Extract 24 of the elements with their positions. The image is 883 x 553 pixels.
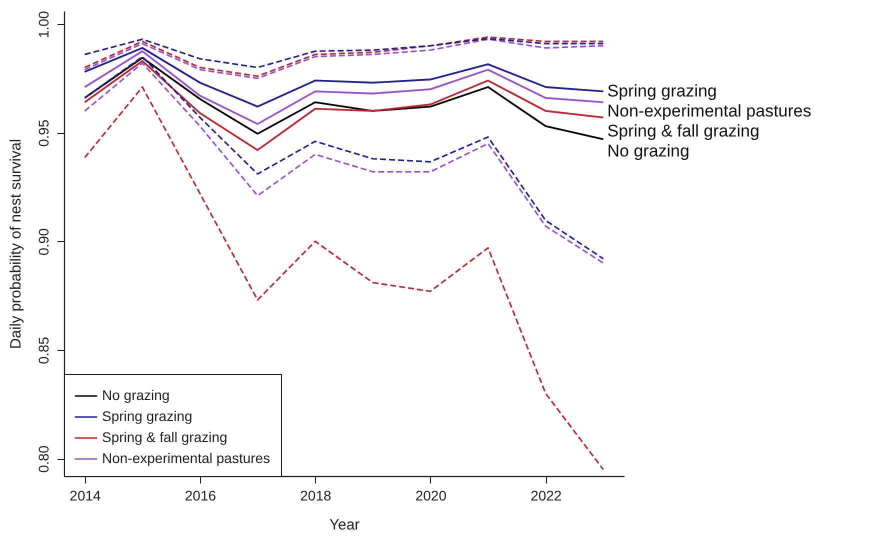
legend-label: No grazing — [102, 387, 170, 403]
y-tick-label: 1.00 — [36, 10, 52, 38]
x-tick-label: 2014 — [70, 488, 102, 504]
line-series — [84, 86, 604, 470]
y-tick-label: 0.85 — [36, 336, 52, 364]
text: Non-experimental pastures — [607, 101, 812, 120]
legend-label: Spring grazing — [102, 408, 192, 424]
x-tick-label: 2016 — [184, 488, 216, 504]
x-tick-label: 2018 — [300, 488, 332, 504]
x-tick-label: 2022 — [530, 488, 562, 504]
legend-label: Spring & fall grazing — [102, 429, 228, 445]
line-series — [84, 47, 604, 108]
text: No grazing — [607, 141, 690, 160]
text: Spring & fall grazing — [607, 121, 760, 140]
line-series — [84, 50, 604, 125]
legend-label: Non-experimental pastures — [102, 450, 270, 466]
line-series — [84, 38, 604, 68]
x-tick-label: 2020 — [415, 488, 447, 504]
text: Spring grazing — [607, 81, 717, 100]
y-axis-title: Daily probability of nest survival — [8, 138, 24, 350]
x-axis-title: Year — [329, 516, 360, 534]
y-tick-label: 0.95 — [36, 119, 52, 147]
y-tick-label: 0.90 — [36, 228, 52, 256]
y-tick-label: 0.80 — [36, 445, 52, 473]
